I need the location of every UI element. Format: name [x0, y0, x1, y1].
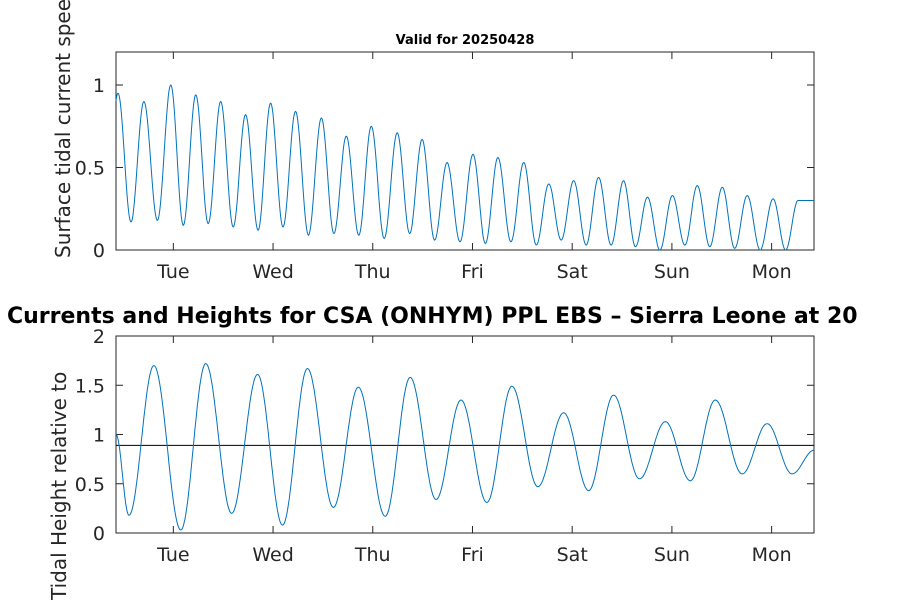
y-tick-label: 1.5	[75, 375, 105, 397]
tidal-height-axes: 0 0.5 1 1.5 2 Tue Wed Thu Fri Sat Sun Mon	[75, 326, 815, 566]
y-tick-label: 0.5	[75, 158, 105, 180]
current-speed-plot-area	[115, 51, 815, 251]
x-tick-label: Wed	[252, 544, 293, 566]
x-tick-label: Sun	[654, 544, 690, 566]
top-chart-title: Valid for 20250428	[396, 33, 535, 48]
y-tick-label: 2	[93, 326, 105, 348]
x-tick-label: Fri	[461, 261, 484, 283]
y-tick-label: 1	[93, 425, 105, 447]
y-tick-label: 0	[93, 240, 105, 262]
y-tick-label: 0	[93, 523, 105, 545]
y-tick-label: 0.5	[75, 474, 105, 496]
x-tick-label: Sat	[557, 544, 588, 566]
current-speed-axes: 0 0.5 1 Tue Wed Thu Fri Sat Sun Mon	[75, 51, 815, 283]
x-tick-label: Mon	[752, 261, 792, 283]
x-tick-label: Tue	[156, 544, 189, 566]
y-tick-label: 1	[93, 75, 105, 97]
x-tick-label: Sun	[654, 261, 690, 283]
x-tick-label: Fri	[461, 544, 484, 566]
tidal-height-series-line	[115, 363, 814, 531]
tidal-height-plot-area	[115, 335, 815, 534]
tidal-height-y-axis-label: Tidal Height relative to	[47, 372, 71, 600]
current-speed-y-axis-label: Surface tidal current speed, kn	[51, 0, 75, 258]
x-tick-label: Thu	[354, 544, 391, 566]
x-tick-label: Thu	[354, 261, 391, 283]
x-tick-label: Wed	[252, 261, 293, 283]
x-tick-label: Mon	[752, 544, 792, 566]
figure-main-title: Currents and Heights for CSA (ONHYM) PPL…	[7, 304, 858, 329]
current-speed-series-line	[115, 84, 814, 251]
x-tick-label: Sat	[557, 261, 588, 283]
x-tick-label: Tue	[156, 261, 189, 283]
